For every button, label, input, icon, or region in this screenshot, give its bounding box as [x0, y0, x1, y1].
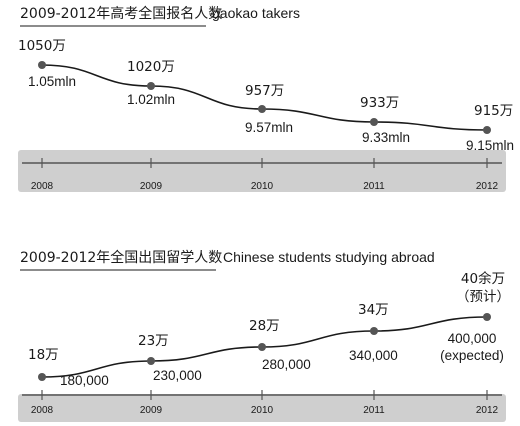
- data-label-en: 1.02mln: [127, 92, 175, 107]
- data-label-cn: 1050万: [18, 38, 66, 54]
- data-label-en: 9.33mln: [362, 130, 410, 145]
- data-point: [370, 327, 378, 335]
- chart-2: 2009-2012年全国出国留学人数 Chinese students study…: [18, 249, 510, 422]
- data-point: [38, 373, 46, 381]
- data-label-cn: 34万: [358, 302, 389, 318]
- data-point: [147, 357, 155, 365]
- data-label-en: (expected): [440, 348, 504, 363]
- x-tick-label: 2009: [140, 405, 163, 416]
- data-point: [258, 105, 266, 113]
- x-tick-label: 2008: [31, 405, 54, 416]
- data-label-en: 230,000: [153, 368, 202, 383]
- data-label-cn: 915万: [474, 103, 513, 119]
- data-point: [258, 343, 266, 351]
- axis-band: [18, 394, 506, 422]
- x-tick-label: 2009: [140, 181, 163, 192]
- data-label-en: 9.15mln: [466, 138, 514, 153]
- x-tick-label: 2011: [363, 405, 385, 416]
- data-point: [370, 118, 378, 126]
- chart-title: 2009-2012年全国出国留学人数: [20, 249, 222, 266]
- x-tick-label: 2008: [31, 181, 54, 192]
- data-label-cn: 40余万: [461, 270, 505, 287]
- data-label-cn: （预计）: [456, 289, 510, 305]
- data-label-en: 180,000: [60, 373, 109, 388]
- data-label-cn: 28万: [249, 318, 280, 334]
- data-label-en: 1.05mln: [28, 74, 76, 89]
- data-label-cn: 933万: [360, 95, 399, 111]
- data-point: [483, 126, 491, 134]
- x-tick-label: 2011: [363, 181, 385, 192]
- data-label-en: 280,000: [262, 357, 311, 372]
- data-label-cn: 18万: [28, 347, 59, 363]
- chart-subtitle: gaokao takers: [212, 5, 300, 21]
- data-label-cn: 957万: [245, 83, 284, 99]
- x-tick-label: 2010: [251, 405, 274, 416]
- data-label-en: 9.57mln: [245, 120, 293, 135]
- x-tick-label: 2012: [476, 181, 499, 192]
- axis-band: [18, 150, 506, 192]
- x-tick-label: 2010: [251, 181, 274, 192]
- data-label-en: 400,000: [448, 331, 497, 346]
- data-point: [38, 61, 46, 69]
- data-label-cn: 1020万: [127, 59, 175, 75]
- data-point: [147, 82, 155, 90]
- chart-subtitle: Chinese students studying abroad: [223, 249, 435, 265]
- data-point: [483, 313, 491, 321]
- data-label-en: 340,000: [349, 348, 398, 363]
- chart-title: 2009-2012年高考全国报名人数: [20, 5, 222, 22]
- data-label-cn: 23万: [138, 333, 169, 349]
- x-tick-label: 2012: [476, 405, 499, 416]
